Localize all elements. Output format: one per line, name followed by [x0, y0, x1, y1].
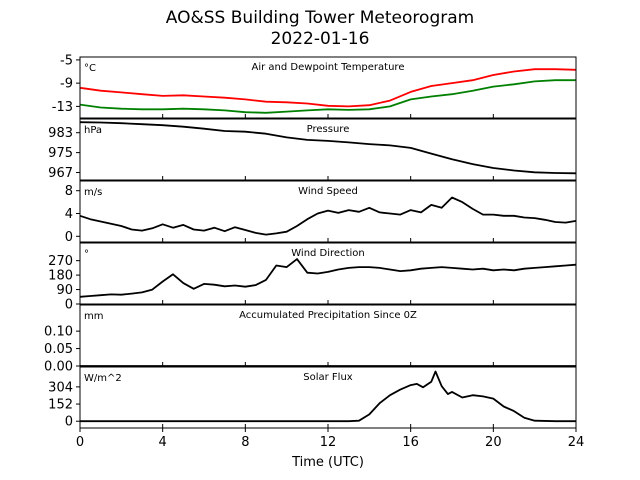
temp-y-tick-label: -9: [60, 77, 73, 92]
x-tick-label: 12: [320, 435, 337, 450]
x-tick-label: 8: [241, 435, 249, 450]
pressure-panel-title: Pressure: [307, 124, 350, 135]
pressure-y-tick-label: 967: [48, 166, 73, 181]
wind_dir-series-line-0: [79, 258, 577, 298]
x-tick-label: 16: [402, 435, 419, 450]
precip-panel-title: Accumulated Precipitation Since 0Z: [239, 310, 417, 321]
wind_dir-panel-title: Wind Direction: [291, 248, 365, 259]
solar-y-tick-label: 0: [65, 415, 73, 430]
solar-y-tick-label: 152: [48, 398, 73, 413]
x-tick-label: 24: [568, 435, 585, 450]
pressure-unit-label: hPa: [84, 125, 102, 136]
wind_speed-series-line-0: [79, 196, 577, 236]
solar-panel-title: Solar Flux: [303, 372, 353, 383]
panel-temp: -5 -9 -13 °C Air and Dewpoint Temperature: [52, 53, 577, 119]
solar-unit-label: W/m^2: [84, 373, 122, 384]
temp-unit-label: °C: [84, 63, 96, 74]
chart-title: AO&SS Building Tower Meteorogram: [165, 8, 475, 28]
wind_speed-y-tick-label: 0: [65, 230, 73, 245]
temp-panel-title: Air and Dewpoint Temperature: [252, 62, 405, 73]
precip-unit-label: mm: [84, 311, 103, 322]
wind_speed-unit-label: m/s: [84, 187, 102, 198]
precip-y-tick-label: 0.10: [44, 325, 73, 340]
x-axis: 0 4 8 12 16 20 24: [76, 428, 584, 450]
precip-y-tick-label: 0.05: [44, 342, 73, 357]
pressure-series-line-0: [79, 121, 577, 175]
panel-solar: 304 152 0 W/m^2 Solar Flux: [48, 366, 577, 430]
x-tick-label: 4: [159, 435, 167, 450]
wind_dir-y-tick-label: 0: [65, 298, 73, 313]
panels-layer: -5 -9 -13 °C Air and Dewpoint Temperature 983…: [44, 53, 577, 430]
pressure-y-tick-label: 975: [48, 146, 73, 161]
panel-wind_speed: 8 4 0 m/s Wind Speed: [65, 180, 577, 245]
wind_speed-panel-title: Wind Speed: [298, 186, 358, 197]
wind_speed-y-tick-label: 8: [65, 184, 73, 199]
pressure-y-tick-label: 983: [48, 126, 73, 141]
wind_dir-y-tick-label: 90: [56, 283, 73, 298]
solar-y-tick-label: 304: [48, 380, 73, 395]
wind_dir-y-tick-label: 270: [48, 254, 73, 269]
temp-series-line-1: [79, 79, 576, 114]
x-axis-label: Time (UTC): [291, 455, 364, 470]
panel-precip: 0.10 0.05 0.00 mm Accumulated Precipitation …: [44, 304, 577, 375]
wind_dir-unit-label: °: [84, 249, 89, 260]
wind_speed-y-tick-label: 4: [65, 207, 73, 222]
x-tick-label: 20: [485, 435, 502, 450]
x-tick-label: 0: [76, 435, 84, 450]
temp-y-tick-label: -13: [52, 100, 73, 115]
wind_dir-y-tick-label: 180: [48, 269, 73, 284]
panel-pressure: 983 975 967 hPa Pressure: [48, 118, 577, 181]
temp-y-tick-label: -5: [60, 53, 73, 68]
chart-date: 2022-01-16: [270, 29, 370, 49]
solar-series-line-0: [80, 370, 576, 423]
precip-y-tick-label: 0.00: [44, 360, 73, 375]
temp-series-line-0: [79, 68, 577, 108]
